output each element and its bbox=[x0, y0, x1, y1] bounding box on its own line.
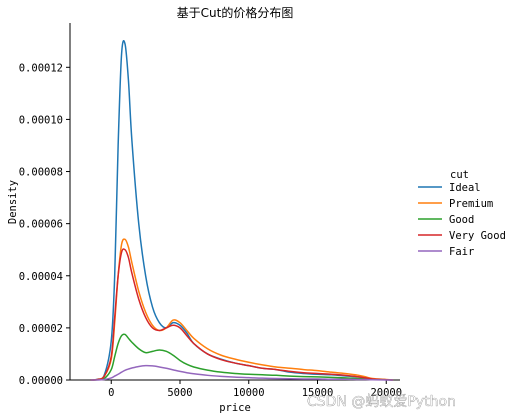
x-tick-label: 10000 bbox=[233, 387, 265, 399]
chart-title: 基于Cut的价格分布图 bbox=[177, 5, 294, 20]
legend-label-ideal: Ideal bbox=[449, 182, 481, 194]
y-tick-label: 0.00010 bbox=[19, 114, 63, 126]
series-line-fair bbox=[90, 364, 394, 381]
x-axis-label: price bbox=[219, 402, 251, 414]
watermark: CSDN @蚂蚁爱Python bbox=[307, 394, 456, 410]
x-ticks: 0 5000 10000 15000 20000 bbox=[108, 380, 402, 399]
y-tick-label: 0.00004 bbox=[19, 271, 63, 283]
axes bbox=[69, 23, 400, 381]
legend: cut Ideal Premium Good Very Good Fair bbox=[418, 169, 506, 258]
legend-label-premium: Premium bbox=[449, 198, 493, 210]
x-tick-label: 20000 bbox=[370, 387, 402, 399]
legend-items: Ideal Premium Good Very Good Fair bbox=[418, 182, 506, 258]
y-tick-label: 0.00000 bbox=[19, 375, 63, 387]
series-line-good bbox=[90, 333, 394, 381]
series-line-premium bbox=[90, 238, 394, 381]
y-tick-label: 0.00008 bbox=[19, 167, 63, 179]
y-tick-label: 0.00006 bbox=[19, 219, 63, 231]
legend-label-very-good: Very Good bbox=[449, 230, 506, 242]
y-tick-label: 0.00002 bbox=[19, 323, 63, 335]
series-line-very-good bbox=[90, 248, 394, 381]
y-ticks: 0.00000 0.00002 0.00004 0.00006 0.00008 0.000… bbox=[19, 62, 70, 387]
legend-title: cut bbox=[450, 169, 469, 181]
legend-label-fair: Fair bbox=[449, 246, 474, 258]
series-lines bbox=[90, 40, 394, 381]
x-tick-label: 15000 bbox=[302, 387, 334, 399]
legend-label-good: Good bbox=[449, 214, 474, 226]
series-line-ideal bbox=[90, 40, 394, 381]
x-tick-label: 0 bbox=[108, 387, 114, 399]
x-tick-label: 5000 bbox=[167, 387, 192, 399]
y-tick-label: 0.00012 bbox=[19, 62, 63, 74]
y-axis-label: Density bbox=[7, 180, 19, 224]
